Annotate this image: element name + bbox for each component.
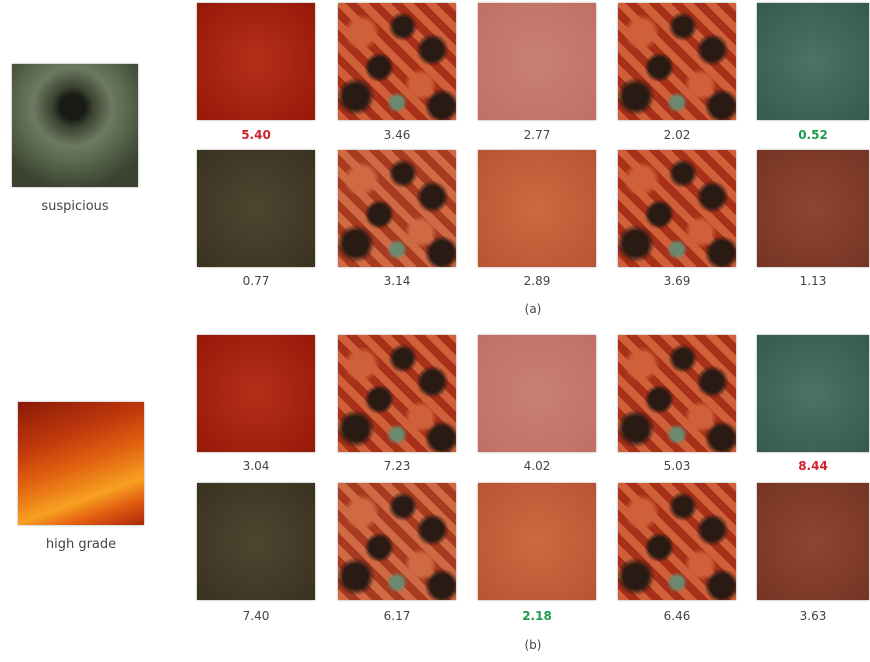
- similarity-score: 3.14: [338, 274, 456, 288]
- similarity-score: 6.46: [618, 609, 736, 623]
- retrieved-image: [197, 335, 315, 452]
- query-label: suspicious: [0, 199, 158, 214]
- similarity-score: 4.02: [478, 459, 596, 473]
- retrieved-image: [618, 3, 736, 120]
- retrieved-image: [338, 150, 456, 267]
- similarity-score: 1.13: [757, 274, 869, 288]
- similarity-score: 3.04: [197, 459, 315, 473]
- retrieved-image: [478, 335, 596, 452]
- panel-caption: (a): [483, 302, 583, 316]
- retrieved-image: [757, 483, 869, 600]
- retrieved-image: [618, 483, 736, 600]
- retrieved-image: [757, 3, 869, 120]
- retrieved-image: [478, 150, 596, 267]
- query-label: high grade: [0, 537, 164, 552]
- retrieved-image: [618, 335, 736, 452]
- similarity-score: 7.23: [338, 459, 456, 473]
- query-image: [18, 402, 144, 525]
- similarity-score: 5.03: [618, 459, 736, 473]
- similarity-score: 2.89: [478, 274, 596, 288]
- similarity-score: 7.40: [197, 609, 315, 623]
- query-image: [12, 64, 138, 187]
- similarity-score: 8.44: [757, 459, 869, 473]
- similarity-score: 3.46: [338, 128, 456, 142]
- figure: suspicious (a) 5.40 3.46 2.77 2.02 0.52 0.77 3.1…: [0, 0, 870, 662]
- retrieved-image: [338, 335, 456, 452]
- retrieved-image: [338, 483, 456, 600]
- retrieved-image: [338, 3, 456, 120]
- similarity-score: 5.40: [197, 128, 315, 142]
- similarity-score: 2.02: [618, 128, 736, 142]
- similarity-score: 6.17: [338, 609, 456, 623]
- similarity-score: 2.18: [478, 609, 596, 623]
- similarity-score: 3.69: [618, 274, 736, 288]
- similarity-score: 3.63: [757, 609, 869, 623]
- retrieved-image: [197, 483, 315, 600]
- retrieved-image: [478, 3, 596, 120]
- panel-caption: (b): [483, 638, 583, 652]
- similarity-score: 0.52: [757, 128, 869, 142]
- similarity-score: 0.77: [197, 274, 315, 288]
- retrieved-image: [478, 483, 596, 600]
- similarity-score: 2.77: [478, 128, 596, 142]
- retrieved-image: [757, 335, 869, 452]
- retrieved-image: [197, 3, 315, 120]
- retrieved-image: [618, 150, 736, 267]
- retrieved-image: [197, 150, 315, 267]
- retrieved-image: [757, 150, 869, 267]
